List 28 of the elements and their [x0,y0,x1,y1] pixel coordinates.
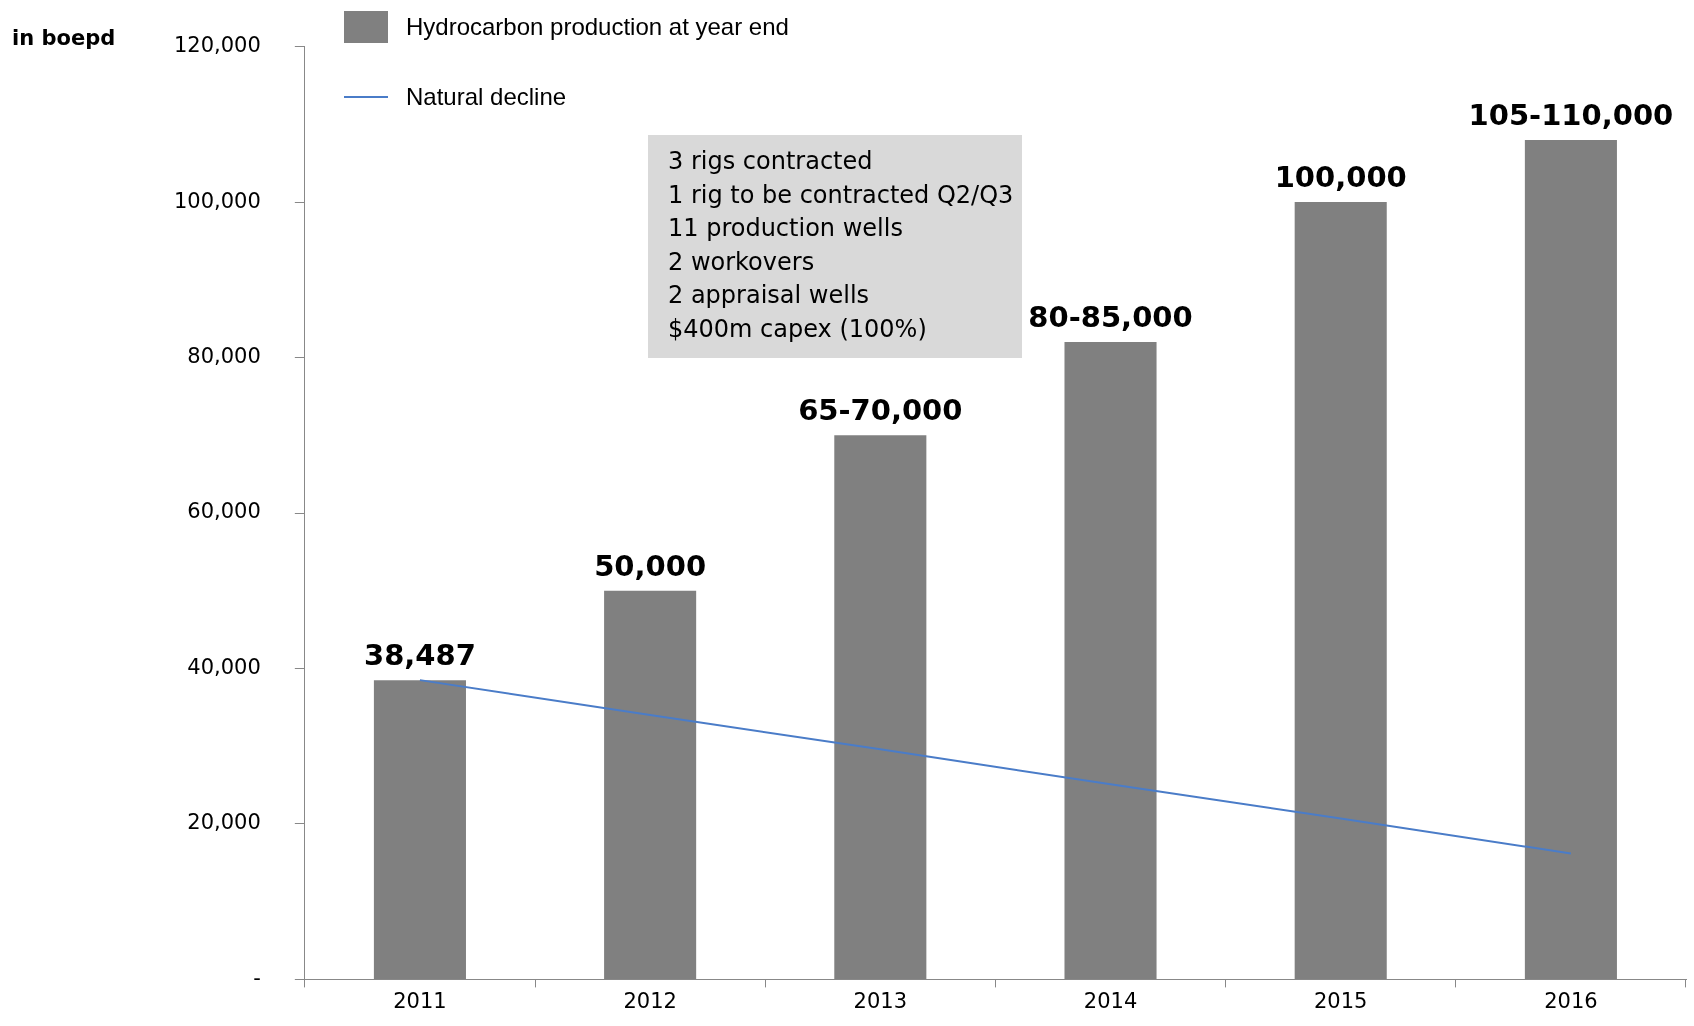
annotation: 1 rig to be contracted Q2/Q3 [668,179,1015,211]
legend-label: Natural decline [406,83,567,111]
legend-label: Hydrocarbon production at year end [406,13,789,41]
data-label: 105-110,000 [1468,97,1674,132]
y-tick-label: 100,000 [174,188,261,213]
y-tick-label: 60,000 [187,499,261,524]
annotation: 2 workovers [668,246,816,278]
annotation: 2 appraisal wells [668,280,871,311]
y-tick-label: 20,000 [187,810,261,835]
annotation: 11 production wells [668,213,904,244]
y-tick-label: 120,000 [174,33,261,58]
x-tick-label: 2015 [1313,989,1368,1014]
annotation: 3 rigs contracted [668,146,874,177]
data-label: 50,000 [594,548,707,583]
annotation: $400m capex (100%) [668,313,928,345]
x-tick-label: 2014 [1083,989,1138,1014]
data-label: 65-70,000 [798,393,963,428]
x-tick-label: 2011 [393,989,447,1014]
x-tick-label: 2016 [1544,989,1598,1014]
data-label: 38,487 [363,638,476,673]
data-label: 80-85,000 [1028,300,1193,335]
data-label: 100,000 [1274,160,1407,195]
x-tick-label: 2012 [623,989,677,1014]
y-tick-label: 40,000 [187,654,261,679]
y-axis-title: in boepd [12,26,116,50]
y-tick-label: 80,000 [187,343,261,368]
y-tick-label: - [253,965,261,990]
x-tick-label: 2013 [853,989,908,1014]
